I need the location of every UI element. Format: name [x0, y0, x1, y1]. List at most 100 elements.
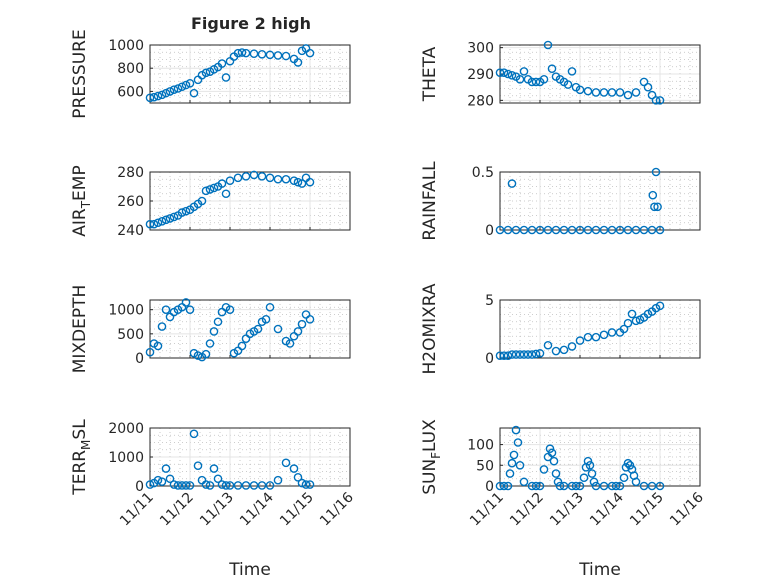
y-tick-label: 5: [485, 293, 494, 309]
data-point: [639, 225, 649, 235]
x-tick-label: 11/11: [467, 490, 507, 530]
data-point: [293, 472, 303, 482]
data-point: [515, 460, 525, 470]
x-tick-label: 11/11: [117, 490, 157, 530]
x-axis-label: Time: [228, 560, 271, 580]
data-point: [261, 315, 271, 324]
y-axis-label: PRESSURE: [70, 29, 90, 118]
data-point: [553, 477, 563, 487]
data-point: [607, 88, 617, 97]
data-point: [655, 225, 665, 235]
data-point: [249, 170, 259, 180]
data-point: [241, 48, 251, 58]
data-point: [265, 302, 275, 312]
data-point: [157, 90, 167, 100]
data-point: [273, 174, 283, 184]
data-point: [189, 88, 199, 98]
data-point: [579, 473, 589, 483]
data-point: [249, 481, 259, 490]
data-point: [511, 225, 521, 235]
data-point: [651, 167, 661, 177]
data-point: [587, 469, 597, 478]
data-point: [499, 351, 509, 360]
data-point: [201, 186, 211, 196]
data-point: [545, 444, 555, 454]
data-point: [527, 481, 537, 491]
data-point: [559, 225, 569, 235]
data-point: [217, 179, 227, 188]
data-point: [623, 318, 633, 328]
data-point: [273, 324, 283, 334]
data-point: [237, 48, 247, 57]
subplot-pressure: 600 800 1000 PRESSURE: [70, 29, 351, 119]
data-point: [193, 351, 203, 360]
data-point: [547, 64, 557, 74]
data-point: [149, 92, 159, 102]
y-axis-label: MIXDEPTH: [70, 285, 90, 374]
data-point: [233, 48, 243, 58]
data-point: [631, 477, 641, 487]
data-point: [647, 90, 657, 100]
data-point: [213, 474, 223, 484]
subplot-mixdepth: 0 500 1000 MIXDEPTH: [70, 285, 351, 374]
data-point: [305, 315, 315, 324]
data-point: [505, 469, 515, 478]
data-point: [177, 208, 187, 217]
data-point: [281, 458, 291, 468]
data-point: [575, 336, 585, 345]
data-point: [181, 206, 191, 216]
data-point: [527, 77, 537, 87]
data-point: [543, 225, 553, 235]
data-point: [647, 481, 657, 491]
data-point: [515, 350, 525, 359]
data-point: [591, 481, 601, 491]
data-point: [535, 349, 545, 358]
data-point: [651, 96, 661, 105]
data-point: [153, 341, 163, 351]
data-point: [201, 349, 211, 359]
data-point: [631, 225, 641, 235]
subplot-terr_msl: 0 1000 2000 11/11 11/12 11/13 11/14 11/15 11/16 T…: [70, 419, 357, 580]
data-point: [543, 340, 553, 350]
data-point: [653, 202, 662, 212]
data-point: [507, 458, 517, 468]
data-point: [213, 317, 223, 327]
data-point: [503, 481, 513, 491]
data-point: [153, 91, 163, 101]
y-tick-label: 300: [467, 41, 494, 57]
data-point: [519, 67, 529, 76]
data-point: [301, 480, 311, 489]
data-point: [169, 480, 179, 489]
data-point: [509, 450, 519, 460]
data-point: [273, 51, 283, 60]
data-point: [161, 88, 171, 98]
y-tick-label: 1000: [108, 450, 144, 466]
data-point: [149, 219, 159, 229]
data-point: [289, 176, 299, 185]
data-point: [189, 429, 199, 439]
data-point: [265, 173, 275, 183]
y-tick-label: 260: [117, 194, 144, 210]
data-point: [623, 90, 633, 100]
data-point: [503, 225, 513, 235]
data-point: [281, 51, 291, 61]
data-point: [177, 481, 187, 490]
data-point: [599, 225, 609, 235]
data-point: [519, 225, 529, 235]
data-point: [547, 448, 557, 458]
y-axis-label: H2OMIXRA: [420, 283, 440, 374]
data-point: [551, 346, 561, 356]
data-point: [225, 176, 235, 185]
subplot-theta: 280 290 300 THETA: [420, 41, 701, 109]
y-tick-label: 290: [467, 67, 494, 83]
data-point: [177, 82, 187, 92]
data-point: [297, 478, 307, 488]
data-point: [289, 464, 299, 473]
data-point: [503, 351, 513, 360]
data-point: [181, 298, 191, 307]
y-tick-label: 50: [476, 458, 494, 474]
x-tick-label: 11/16: [317, 489, 357, 529]
data-point: [513, 438, 523, 447]
data-point: [293, 327, 303, 336]
